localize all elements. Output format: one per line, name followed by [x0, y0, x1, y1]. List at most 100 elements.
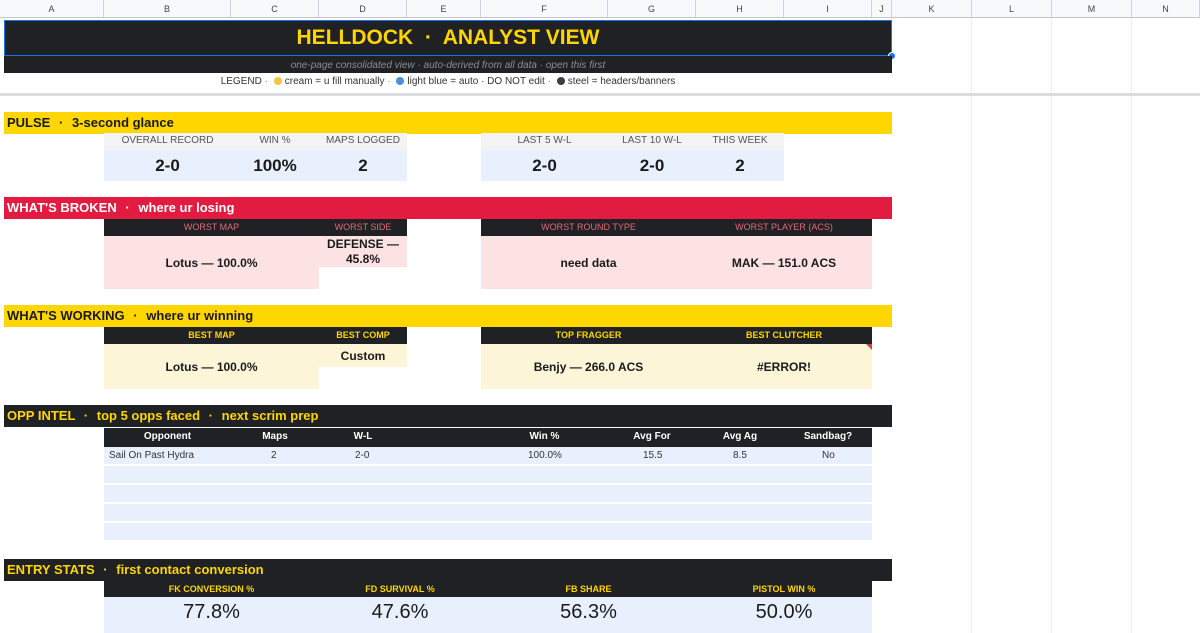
banner-separator: ·: [58, 115, 64, 130]
opp-row-wl[interactable]: 2-0: [355, 450, 370, 461]
table-row[interactable]: [104, 523, 872, 541]
banner-separator: ·: [133, 308, 138, 323]
legend-separator: ·: [264, 76, 268, 87]
steel-dot-icon: [556, 76, 565, 85]
maps-logged-value[interactable]: 2: [319, 150, 407, 181]
last10-value[interactable]: 2-0: [608, 150, 696, 181]
column-header-b[interactable]: B: [104, 0, 231, 18]
entry-banner: ENTRY STATS · first contact conversion: [4, 559, 892, 581]
fb-share-label: FB SHARE: [481, 581, 696, 597]
opp-banner-sub2: next scrim prep: [221, 408, 319, 423]
broken-banner: WHAT'S BROKEN · where ur losing: [4, 197, 892, 219]
worst-side-label: WORST SIDE: [319, 219, 407, 236]
grid-line: [971, 18, 972, 633]
table-row[interactable]: [104, 504, 872, 522]
column-header-f[interactable]: F: [481, 0, 608, 18]
grid-line: [1051, 18, 1052, 633]
legend: LEGEND · cream = u fill manually · light…: [4, 74, 892, 90]
blue-dot-icon: [396, 76, 405, 85]
best-comp-value[interactable]: Custom: [319, 344, 407, 367]
pistol-win-value[interactable]: 50.0%: [696, 597, 872, 633]
pulse-banner-sub: 3-second glance: [71, 115, 174, 130]
win-pct-label: WIN %: [231, 133, 319, 150]
legend-separator: ·: [387, 76, 391, 87]
opp-col-winpct: Win %: [529, 431, 560, 442]
column-header-m[interactable]: M: [1052, 0, 1132, 18]
opp-col-avgfor: Avg For: [633, 431, 671, 442]
best-comp-label: BEST COMP: [319, 327, 407, 344]
page-subtitle: one-page consolidated view · auto-derive…: [4, 56, 892, 73]
page-title: HELLDOCK · ANALYST VIEW: [296, 26, 600, 49]
top-fragger-value[interactable]: Benjy — 266.0 ACS: [481, 344, 696, 389]
opp-table-header: [104, 428, 872, 447]
opp-row-avgag[interactable]: 8.5: [733, 450, 747, 461]
worst-round-type-label: WORST ROUND TYPE: [481, 219, 696, 236]
cream-dot-icon: [273, 76, 282, 85]
best-map-label: BEST MAP: [104, 327, 319, 344]
opp-col-wl: W-L: [353, 431, 373, 442]
fd-survival-label: FD SURVIVAL %: [319, 581, 481, 597]
table-row[interactable]: [104, 485, 872, 503]
worst-round-type-value[interactable]: need data: [481, 236, 696, 289]
opp-col-sandbag: Sandbag?: [803, 431, 853, 442]
column-header-e[interactable]: E: [407, 0, 481, 18]
frozen-row-divider[interactable]: [0, 93, 1200, 96]
opp-banner: OPP INTEL · top 5 opps faced · next scri…: [4, 405, 892, 427]
best-clutcher-value[interactable]: #ERROR!: [696, 344, 872, 389]
working-banner-sub: where ur winning: [146, 308, 254, 323]
worst-side-value[interactable]: DEFENSE — 45.8%: [319, 236, 407, 267]
column-header-a[interactable]: A: [0, 0, 104, 18]
worst-map-label: WORST MAP: [104, 219, 319, 236]
opp-banner-title: OPP INTEL: [7, 408, 76, 423]
pistol-win-label: PISTOL WIN %: [696, 581, 872, 597]
overall-record-label: OVERALL RECORD: [104, 133, 231, 150]
worst-player-label: WORST PLAYER (ACS): [696, 219, 872, 236]
column-header-g[interactable]: G: [608, 0, 696, 18]
opp-col-opponent: Opponent: [143, 431, 192, 442]
maps-logged-label: MAPS LOGGED: [319, 133, 407, 150]
opp-row-winpct[interactable]: 100.0%: [528, 450, 562, 461]
this-week-value[interactable]: 2: [696, 150, 784, 181]
column-header-c[interactable]: C: [231, 0, 319, 18]
best-clutcher-label: BEST CLUTCHER: [696, 327, 872, 344]
pulse-banner-title: PULSE: [7, 115, 51, 130]
fd-survival-value[interactable]: 47.6%: [319, 597, 481, 633]
column-header-h[interactable]: H: [696, 0, 784, 18]
opp-row-sandbag[interactable]: No: [822, 450, 835, 461]
legend-item-cream: cream = u fill manually: [284, 76, 385, 87]
column-header-k[interactable]: K: [892, 0, 972, 18]
opp-row-maps[interactable]: 2: [271, 450, 277, 461]
overall-record-value[interactable]: 2-0: [104, 150, 231, 181]
column-header-n[interactable]: N: [1132, 0, 1200, 18]
banner-separator: ·: [83, 408, 89, 423]
working-banner-title: WHAT'S WORKING: [7, 308, 125, 323]
entry-banner-sub: first contact conversion: [116, 562, 264, 577]
win-pct-value[interactable]: 100%: [231, 150, 319, 181]
last5-value[interactable]: 2-0: [481, 150, 608, 181]
legend-item-steel: steel = headers/banners: [567, 76, 676, 87]
worst-map-value[interactable]: Lotus — 100.0%: [104, 236, 319, 289]
fk-conversion-label: FK CONVERSION %: [104, 581, 319, 597]
fb-share-value[interactable]: 56.3%: [481, 597, 696, 633]
column-header-i[interactable]: I: [784, 0, 872, 18]
table-row[interactable]: [104, 466, 872, 484]
title-cell[interactable]: HELLDOCK · ANALYST VIEW: [4, 20, 892, 56]
error-indicator-icon[interactable]: [866, 344, 872, 350]
broken-banner-title: WHAT'S BROKEN: [7, 200, 117, 215]
worst-player-value[interactable]: MAK — 151.0 ACS: [696, 236, 872, 289]
column-header-d[interactable]: D: [319, 0, 407, 18]
banner-separator: ·: [103, 562, 108, 577]
opp-row-avgfor[interactable]: 15.5: [643, 450, 663, 461]
best-map-value[interactable]: Lotus — 100.0%: [104, 344, 319, 389]
column-header-j[interactable]: J: [872, 0, 892, 18]
column-header-l[interactable]: L: [972, 0, 1052, 18]
legend-item-blue: light blue = auto · DO NOT edit: [407, 76, 545, 87]
opp-row-opponent[interactable]: Sail On Past Hydra: [109, 450, 195, 461]
last10-label: LAST 10 W-L: [608, 133, 696, 150]
opp-col-maps: Maps: [262, 431, 288, 442]
broken-banner-sub: where ur losing: [138, 200, 235, 215]
entry-banner-title: ENTRY STATS: [7, 562, 95, 577]
table-row[interactable]: [104, 447, 872, 465]
legend-label: LEGEND: [220, 76, 262, 87]
fk-conversion-value[interactable]: 77.8%: [104, 597, 319, 633]
